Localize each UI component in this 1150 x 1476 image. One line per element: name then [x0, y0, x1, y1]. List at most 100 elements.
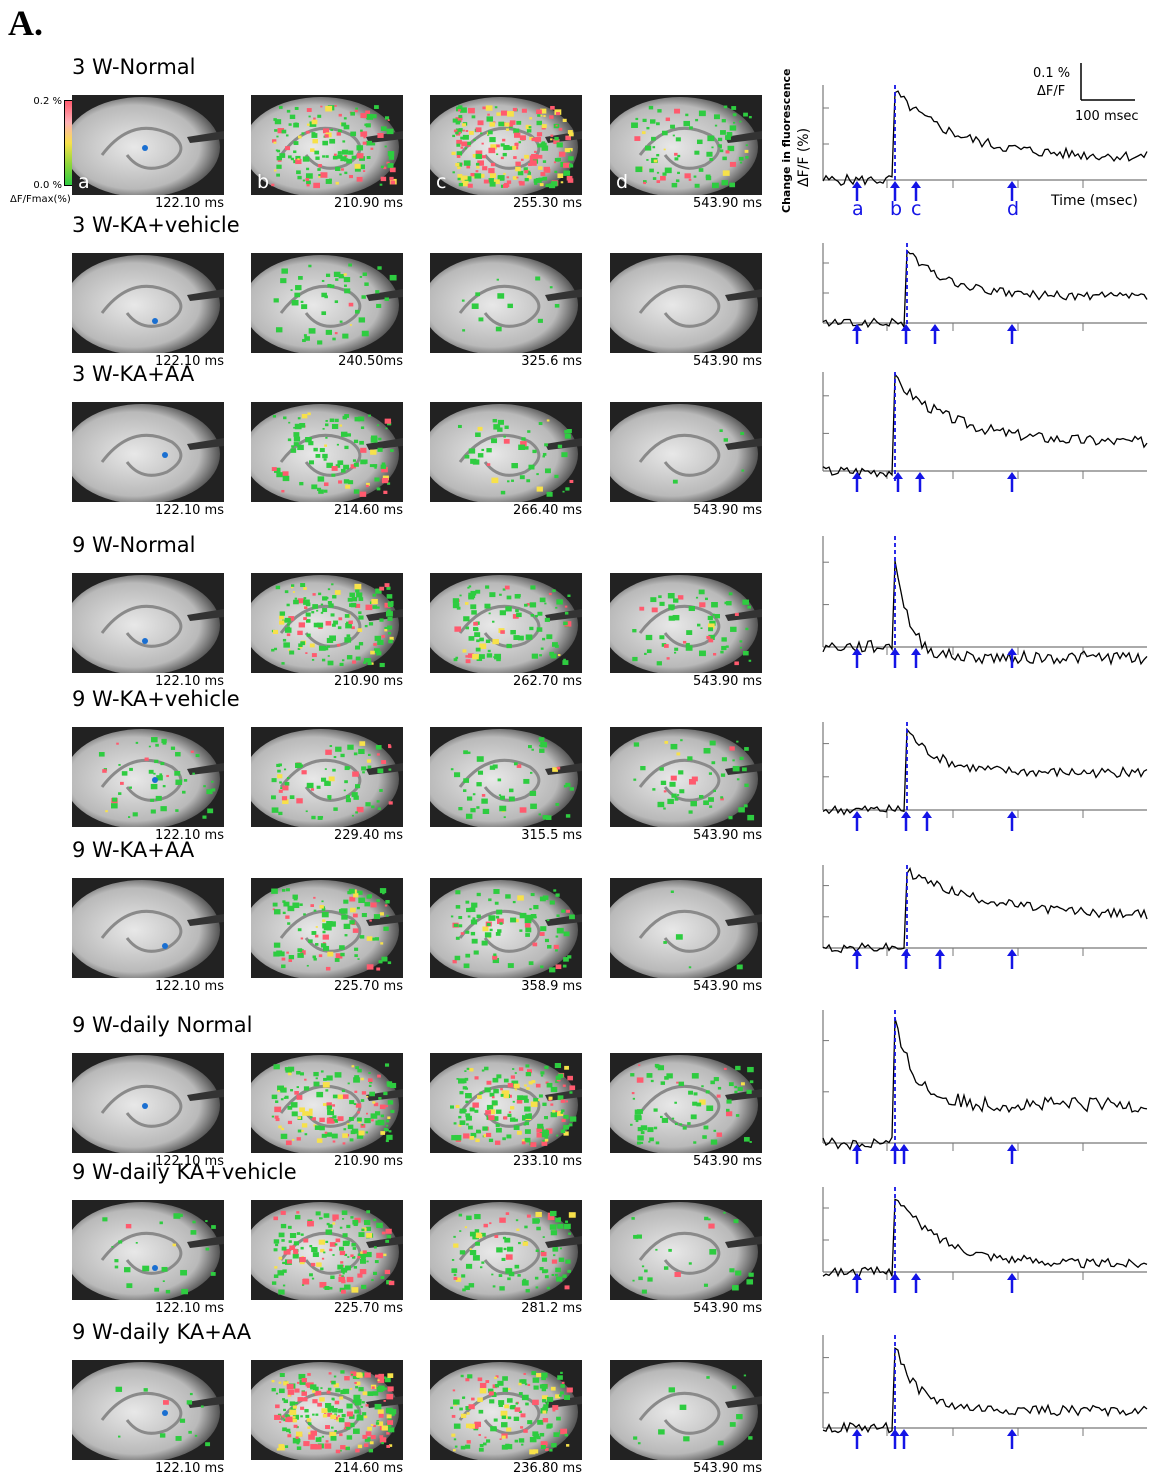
activity-spot [460, 1413, 467, 1418]
activity-spot [743, 804, 748, 808]
activity-spot [292, 591, 296, 593]
activity-spot [465, 1100, 469, 1104]
activity-spot [453, 1235, 456, 1238]
activity-spot [365, 484, 369, 488]
activity-spot [315, 1211, 321, 1216]
group-title: 3 W-Normal [72, 55, 196, 79]
activity-spot [556, 112, 560, 116]
activity-spot [279, 153, 286, 158]
activity-spot [281, 888, 286, 892]
activity-spot [296, 1232, 301, 1235]
activity-spot [456, 139, 462, 145]
activity-spot [732, 121, 736, 124]
activity-spot [464, 1070, 467, 1072]
activity-spot [497, 918, 504, 924]
activity-spot [295, 155, 301, 161]
activity-spot [709, 620, 716, 626]
activity-spot [524, 1383, 528, 1386]
activity-spot [568, 132, 574, 137]
time-label: 122.10 ms [154, 503, 224, 518]
activity-spot [461, 299, 465, 302]
activity-spot [674, 157, 679, 161]
activity-spot [312, 1413, 315, 1416]
activity-spot [311, 1262, 316, 1267]
activity-spot [670, 124, 675, 129]
activity-spot [175, 1436, 182, 1441]
arrow-head-icon [1007, 1144, 1017, 1151]
activity-spot [379, 1435, 384, 1439]
activity-spot [664, 644, 669, 648]
activity-spot [351, 1242, 356, 1247]
activity-spot [732, 759, 735, 762]
activity-spot [288, 1240, 292, 1243]
activity-spot [516, 764, 522, 768]
activity-spot [179, 1418, 186, 1423]
activity-spot [325, 105, 333, 112]
activity-spot [354, 163, 361, 169]
activity-spot [287, 626, 291, 629]
activity-spot [534, 1276, 539, 1280]
activity-spot [305, 619, 311, 623]
activity-spot [360, 426, 365, 430]
activity-spot [458, 1115, 462, 1119]
activity-spot [274, 169, 277, 172]
activity-spot [737, 1086, 743, 1092]
scale-y-label: 0.1 % [1033, 66, 1070, 81]
activity-spot [384, 297, 389, 301]
activity-spot [300, 583, 306, 588]
activity-spot [526, 1214, 531, 1218]
activity-spot [327, 601, 332, 605]
activity-spot [387, 1388, 392, 1392]
activity-spot [640, 1141, 644, 1144]
activity-spot [362, 459, 368, 464]
activity-spot [477, 123, 480, 125]
activity-spot [345, 1265, 350, 1269]
activity-spot [711, 602, 718, 608]
activity-spot [335, 278, 339, 281]
activity-spot [271, 648, 275, 652]
activity-spot [379, 183, 383, 186]
activity-spot [478, 317, 484, 322]
activity-spot [343, 923, 351, 930]
activity-spot [387, 625, 393, 630]
activity-spot [349, 1100, 355, 1105]
activity-spot [688, 1262, 692, 1265]
activity-spot [529, 908, 532, 911]
activity-spot [736, 778, 740, 781]
activity-spot [300, 1246, 304, 1250]
activity-spot [102, 769, 107, 773]
activity-spot [319, 904, 324, 909]
activity-spot [326, 1222, 330, 1226]
activity-spot [301, 1378, 307, 1383]
activity-spot [129, 767, 133, 771]
activity-spot [540, 742, 548, 748]
activity-spot [552, 1109, 556, 1113]
activity-spot [457, 177, 461, 181]
activity-spot [655, 1141, 660, 1145]
activity-spot [475, 153, 482, 159]
activity-spot [372, 605, 378, 609]
activity-spot [736, 740, 739, 743]
activity-spot [708, 797, 714, 802]
activity-spot [379, 888, 387, 894]
activity-spot [534, 182, 538, 185]
colorbar-max-label: 0.2 % [33, 96, 62, 107]
fluorescence-image [251, 253, 403, 353]
activity-spot [301, 304, 308, 310]
activity-spot [102, 1217, 108, 1222]
activity-spot [548, 183, 556, 189]
activity-spot [469, 1231, 476, 1237]
activity-spot [508, 1094, 512, 1098]
activity-spot [497, 778, 502, 782]
activity-spot [299, 1379, 306, 1385]
activity-spot [462, 329, 466, 332]
activity-spot [674, 152, 678, 156]
activity-spot [304, 1078, 307, 1081]
activity-spot [650, 597, 657, 603]
activity-spot [553, 139, 560, 145]
activity-spot [283, 1381, 289, 1386]
activity-spot [297, 1397, 303, 1402]
activity-spot [689, 126, 693, 130]
activity-spot [379, 1104, 386, 1110]
activity-spot [287, 1105, 293, 1110]
